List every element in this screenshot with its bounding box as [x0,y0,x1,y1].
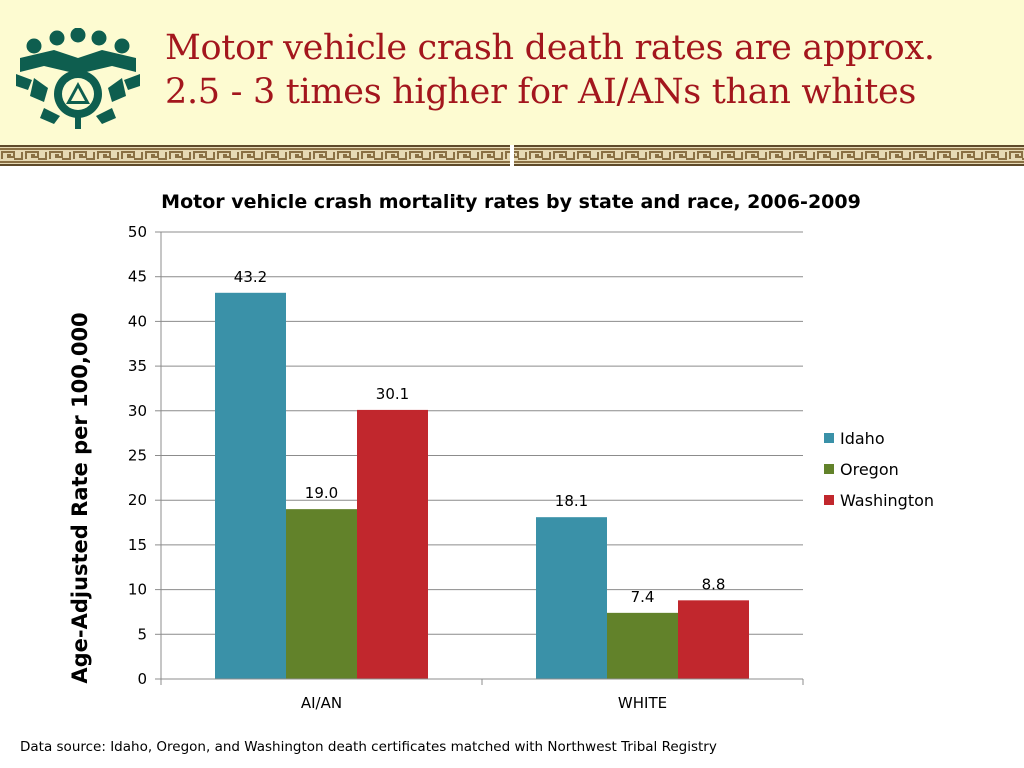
data-label: 19.0 [305,484,338,502]
y-tick-label: 10 [128,581,147,599]
y-tick-label: 0 [137,670,147,688]
bars [215,292,749,679]
data-label: 43.2 [234,268,267,286]
data-label: 30.1 [376,385,409,403]
data-label: 7.4 [631,588,655,606]
bar-washington-aian [357,409,428,679]
decorative-border-band [0,145,1024,166]
y-tick-label: 50 [128,223,147,241]
data-source-note: Data source: Idaho, Oregon, and Washingt… [20,739,717,755]
bar-oregon-white [607,612,678,679]
y-tick-label: 20 [128,491,147,509]
x-category-label: WHITE [618,694,667,712]
slide-title-line-1: Motor vehicle crash death rates are appr… [165,28,935,68]
chart-title: Motor vehicle crash mortality rates by s… [161,191,861,213]
slide-title: Motor vehicle crash death rates are appr… [165,26,1005,114]
data-label: 8.8 [702,575,726,593]
legend-swatch [824,433,834,443]
y-tick-label: 40 [128,312,147,330]
slide-title-line-2: 2.5 - 3 times higher for AI/ANs than whi… [165,72,917,112]
bar-chart: Motor vehicle crash mortality rates by s… [68,191,934,712]
x-category-label: AI/AN [301,694,342,712]
y-tick-label: 45 [128,268,147,286]
tribal-emblem-icon [16,28,140,129]
bar-idaho-white [536,517,607,679]
legend-swatch [824,464,834,474]
legend: Idaho Oregon Washington [824,429,934,510]
data-labels: 43.2 19.0 30.1 18.1 7.4 8.8 [234,268,726,606]
y-tick-label: 15 [128,536,147,554]
axes: 0 5 10 15 20 25 30 35 40 45 50 AI/AN WHITE [128,223,804,712]
bar-washington-white [678,600,749,679]
bar-oregon-aian [286,509,357,679]
y-axis-label: Age-Adjusted Rate per 100,000 [68,312,92,683]
data-label: 18.1 [555,492,588,510]
y-tick-label: 25 [128,447,147,465]
y-tick-label: 30 [128,402,147,420]
slide-header: Motor vehicle crash death rates are appr… [0,0,1024,145]
legend-swatch [824,495,834,505]
y-tick-label: 35 [128,357,147,375]
legend-label: Idaho [840,429,885,448]
y-tick-label: 5 [137,625,147,643]
bar-idaho-aian [215,292,286,679]
legend-label: Washington [840,491,934,510]
legend-label: Oregon [840,460,899,479]
